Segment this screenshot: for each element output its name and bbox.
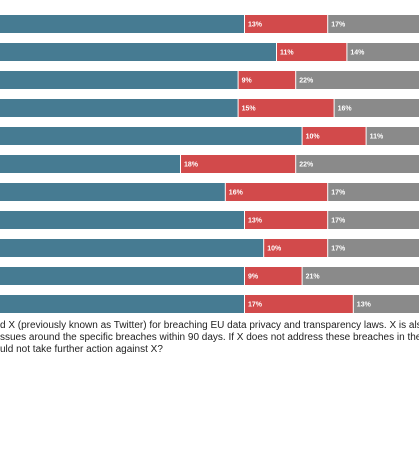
data-label: 14% (350, 49, 365, 56)
data-label: 17% (248, 301, 263, 308)
bar-segment (0, 155, 180, 173)
bar-segment (347, 43, 419, 61)
bar-segment (302, 267, 419, 285)
bar-segment (328, 211, 419, 229)
data-label: 16% (338, 105, 353, 112)
bar-segment (0, 183, 225, 201)
data-label: 17% (331, 217, 346, 224)
data-label: 10% (306, 133, 321, 140)
bar-segment (0, 211, 244, 229)
bar-segment (334, 99, 419, 117)
question-text: ssues around the specific breaches withi… (0, 332, 419, 343)
bar-segment (277, 43, 347, 61)
data-label: 17% (331, 21, 346, 28)
data-label: 15% (242, 105, 257, 112)
data-label: 11% (280, 49, 294, 56)
bar-segment (0, 267, 244, 285)
bar-segment (0, 295, 244, 313)
data-label: 10% (267, 245, 282, 252)
bar-segment (0, 15, 244, 33)
bar-segment (264, 239, 328, 257)
bar-segment (296, 71, 419, 89)
bar-segment (328, 183, 419, 201)
bar-segment (0, 127, 302, 145)
bar-segment (353, 295, 419, 313)
bar-segment (366, 127, 419, 145)
data-label: 11% (370, 133, 384, 140)
data-label: 18% (184, 161, 199, 168)
data-label: 21% (306, 273, 321, 280)
bar-segment (328, 15, 419, 33)
data-label: 22% (299, 77, 314, 84)
bar-segment (296, 155, 419, 173)
bar-segment (302, 127, 366, 145)
data-label: 16% (229, 189, 244, 196)
question-text: d X (previously known as Twitter) for br… (0, 320, 419, 331)
bar-segment (0, 239, 264, 257)
bar-segment (245, 295, 353, 313)
bar-segment (245, 211, 328, 229)
bar-segment (238, 71, 296, 89)
bar-segment (0, 99, 238, 117)
data-label: 13% (248, 217, 263, 224)
data-label: 17% (331, 245, 346, 252)
bar-segment (0, 71, 238, 89)
bar-segment (181, 155, 296, 173)
bar-segment (238, 99, 334, 117)
data-label: 9% (242, 77, 253, 84)
data-label: 17% (331, 189, 346, 196)
bar-segment (225, 183, 328, 201)
question-text: uld not take further action against X? (0, 344, 163, 355)
bar-segment (245, 15, 328, 33)
data-label: 13% (248, 21, 263, 28)
bar-segment (245, 267, 302, 285)
bar-segment (328, 239, 419, 257)
data-label: 9% (248, 273, 259, 280)
bar-segment (0, 43, 276, 61)
data-label: 22% (299, 161, 314, 168)
data-label: 13% (357, 301, 372, 308)
